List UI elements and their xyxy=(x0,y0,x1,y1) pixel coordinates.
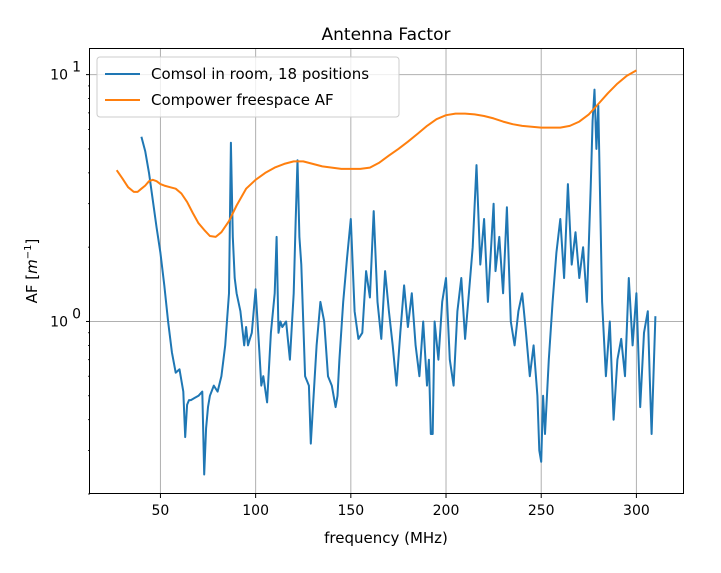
plot-area xyxy=(89,48,684,494)
x-tick-label: 250 xyxy=(528,503,555,519)
x-tick-label: 100 xyxy=(242,503,269,519)
y-axis-title: AF [m−1] xyxy=(23,239,41,304)
x-tick-label: 300 xyxy=(623,503,650,519)
legend-label: Compower freespace AF xyxy=(151,91,334,109)
y-tick-label: 10 xyxy=(50,314,68,330)
y-tick-label: 10 xyxy=(50,68,68,84)
x-axis-title: frequency (MHz) xyxy=(324,529,448,547)
legend-label: Comsol in room, 18 positions xyxy=(151,65,369,83)
legend: Comsol in room, 18 positions Compower fre… xyxy=(96,56,400,118)
series-layer xyxy=(115,69,657,476)
y-tick-exponent: 1 xyxy=(72,60,81,76)
legend-box xyxy=(96,56,400,118)
x-tick-label: 150 xyxy=(337,503,364,519)
chart-title: Antenna Factor xyxy=(322,25,451,45)
x-tick-label: 200 xyxy=(433,503,460,519)
x-tick-label: 50 xyxy=(152,503,170,519)
series-line-2 xyxy=(115,69,637,238)
y-tick-exponent: 0 xyxy=(72,306,81,322)
series-line-1 xyxy=(140,88,657,476)
